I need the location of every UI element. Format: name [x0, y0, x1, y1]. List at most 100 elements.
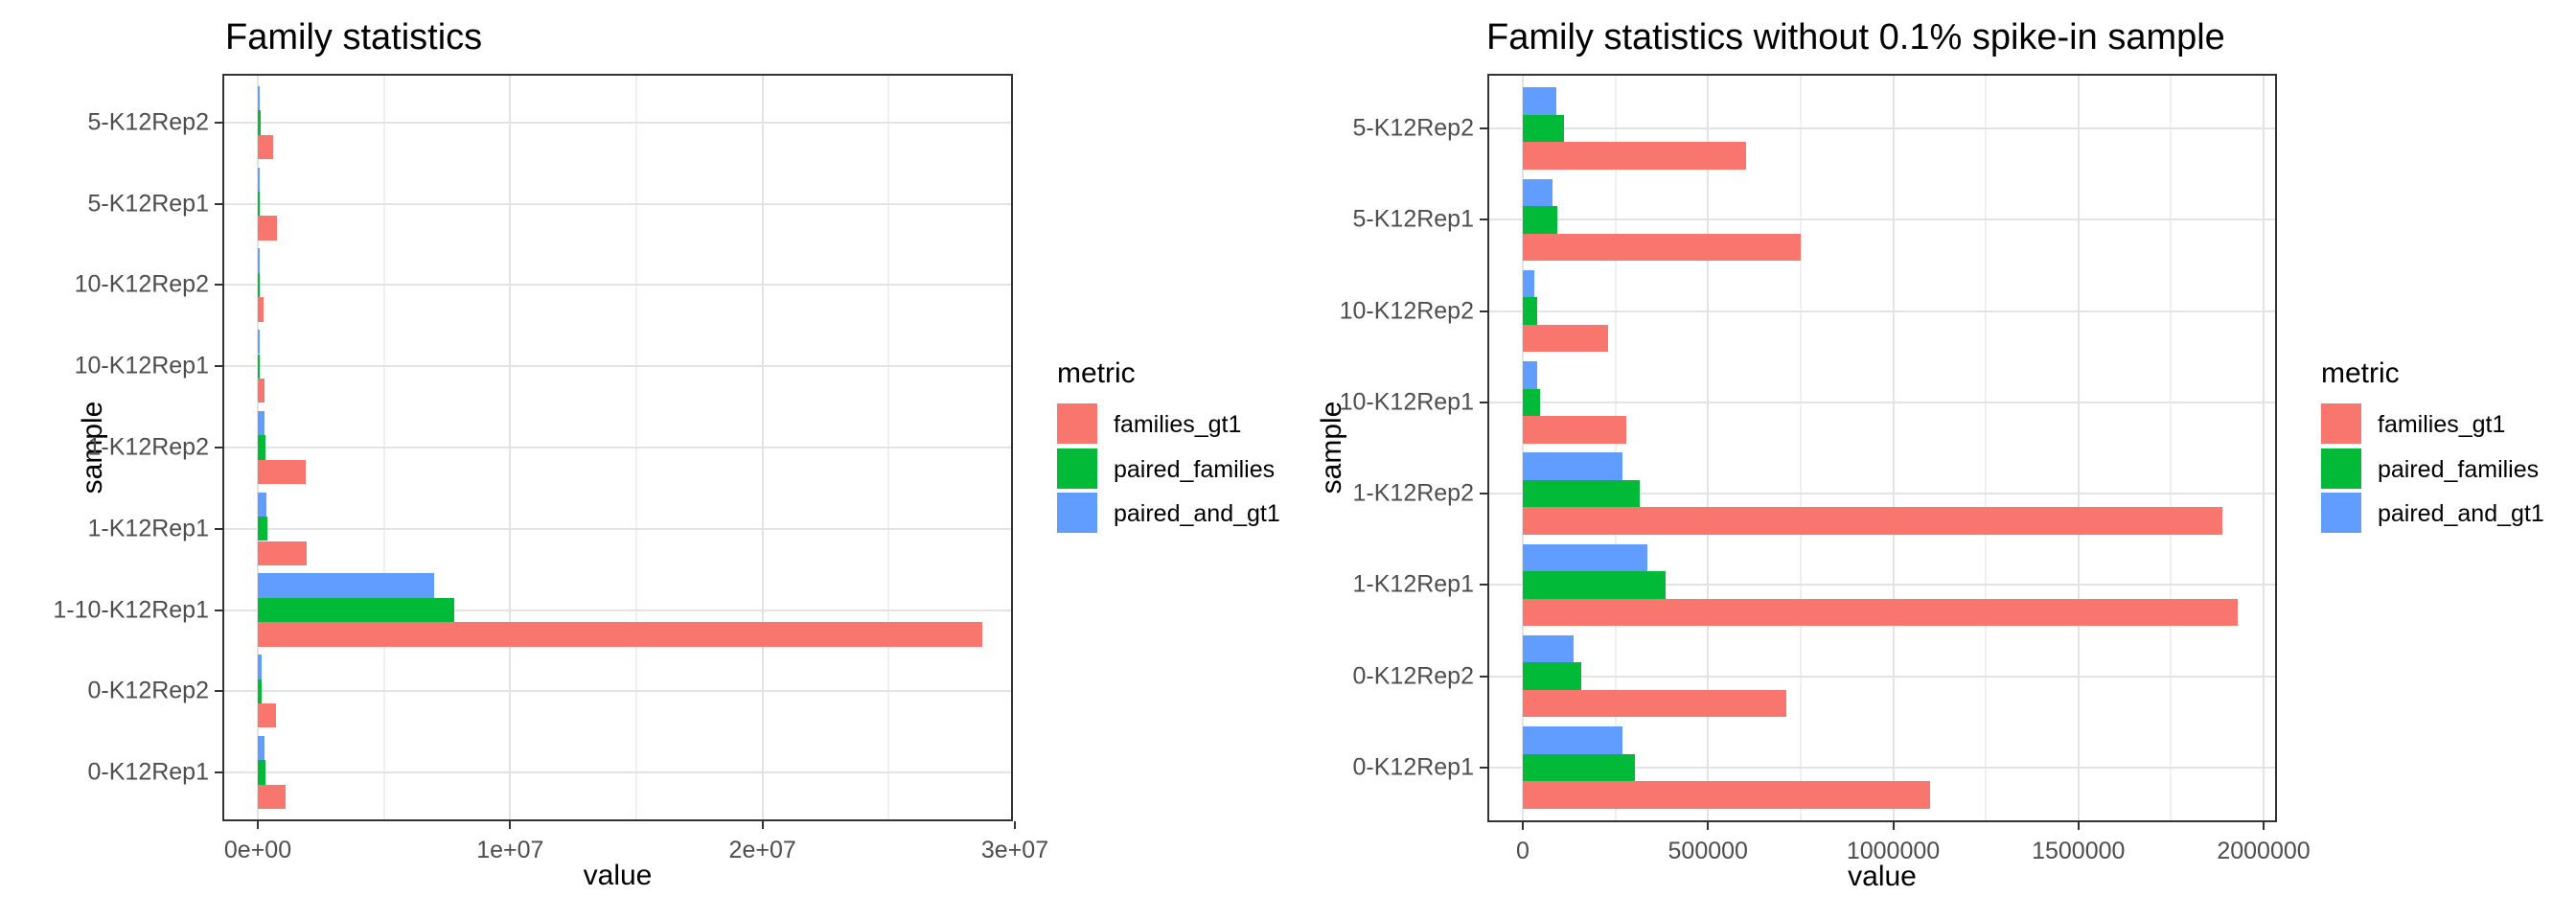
- y-tick-label: 10-K12Rep2: [1339, 297, 1474, 325]
- y-tick-mark: [1480, 675, 1487, 678]
- legend-swatch-paired_families: [1057, 448, 1097, 489]
- x-tick-mark: [509, 821, 512, 829]
- gridline-y: [1487, 766, 2277, 769]
- y-tick-label: 10-K12Rep2: [74, 270, 209, 298]
- bar-families_gt1: [258, 703, 276, 728]
- x-tick-label: 2000000: [2217, 838, 2311, 864]
- bar-paired_and_gt1: [1523, 725, 1623, 754]
- gridline-y: [1487, 584, 2277, 586]
- x-tick-mark: [1522, 822, 1524, 830]
- y-tick-label: 10-K12Rep1: [1339, 388, 1474, 416]
- bar-paired_families: [258, 597, 455, 623]
- bar-families_gt1: [258, 297, 264, 322]
- y-tick-label: 5-K12Rep2: [1352, 114, 1474, 142]
- gridline-y: [222, 609, 1013, 611]
- y-tick-mark: [215, 527, 222, 530]
- bar-paired_and_gt1: [258, 248, 260, 273]
- y-tick-mark: [215, 365, 222, 368]
- bar-families_gt1: [258, 378, 265, 403]
- bar-paired_families: [1523, 662, 1581, 690]
- x-tick-label: 0e+00: [223, 837, 292, 863]
- legend-label: paired_families: [2378, 455, 2540, 483]
- x-tick-mark: [1707, 822, 1710, 830]
- bar-paired_families: [258, 272, 260, 298]
- bar-families_gt1: [258, 459, 306, 485]
- x-tick-mark: [1014, 821, 1016, 829]
- bar-families_gt1: [1523, 233, 1801, 262]
- bar-families_gt1: [258, 134, 273, 159]
- bar-paired_families: [1523, 753, 1636, 782]
- y-tick-mark: [1480, 401, 1487, 403]
- bar-paired_families: [258, 760, 265, 785]
- y-tick-label: 0-K12Rep2: [1352, 662, 1474, 690]
- gridline-y: [222, 771, 1013, 774]
- bar-paired_families: [1523, 206, 1557, 234]
- x-axis-title: value: [1848, 861, 1917, 892]
- bar-families_gt1: [258, 622, 982, 647]
- plot-panel: [1487, 74, 2277, 822]
- gridline-major: [2077, 74, 2080, 822]
- y-tick-label: 0-K12Rep2: [87, 677, 209, 704]
- legend-swatch-paired_families: [2321, 448, 2361, 489]
- gridline-y: [1487, 218, 2277, 221]
- legend-label: families_gt1: [2378, 411, 2506, 438]
- legend-label: paired_and_gt1: [1114, 500, 1280, 527]
- bar-paired_and_gt1: [258, 167, 261, 192]
- legend-label: paired_families: [1114, 455, 1276, 483]
- bar-paired_families: [258, 517, 268, 541]
- bar-paired_and_gt1: [258, 573, 435, 598]
- gridline-y: [222, 365, 1013, 368]
- bar-paired_families: [1523, 114, 1564, 143]
- y-tick-mark: [1480, 127, 1487, 130]
- bar-families_gt1: [258, 216, 277, 241]
- bar-paired_families: [1523, 388, 1541, 417]
- y-tick-mark: [1480, 584, 1487, 586]
- bar-paired_families: [258, 110, 261, 135]
- legend-title: metric: [2321, 357, 2400, 389]
- gridline-y: [222, 527, 1013, 530]
- bar-paired_and_gt1: [258, 655, 262, 679]
- y-tick-label: 5-K12Rep1: [1352, 205, 1474, 233]
- legend-label: families_gt1: [1114, 411, 1242, 438]
- gridline-y: [222, 690, 1013, 693]
- bar-paired_families: [258, 678, 263, 704]
- bar-paired_and_gt1: [258, 410, 265, 436]
- y-tick-label: 10-K12Rep1: [74, 352, 209, 380]
- x-tick-label: 3e+07: [980, 837, 1049, 863]
- y-tick-mark: [1480, 218, 1487, 221]
- y-tick-mark: [1480, 310, 1487, 312]
- legend-label: paired_and_gt1: [2378, 500, 2544, 527]
- x-tick-mark: [761, 821, 764, 829]
- gridline-y: [1487, 401, 2277, 403]
- y-tick-label: 1-K12Rep1: [1352, 570, 1474, 598]
- bar-families_gt1: [1523, 781, 1931, 809]
- bar-paired_families: [258, 354, 260, 379]
- gridline-y: [222, 447, 1013, 448]
- bar-paired_and_gt1: [258, 492, 266, 518]
- x-tick-label: 500000: [1668, 838, 1748, 864]
- gridline-major: [1892, 74, 1895, 822]
- bar-paired_and_gt1: [1523, 87, 1556, 115]
- y-tick-label: 0-K12Rep1: [1352, 753, 1474, 781]
- bar-families_gt1: [1523, 416, 1627, 444]
- x-tick-mark: [2263, 822, 2265, 830]
- gridline-y: [1487, 310, 2277, 312]
- gridline-minor: [1985, 74, 1988, 822]
- y-tick-mark: [215, 202, 222, 205]
- bar-families_gt1: [1523, 598, 2238, 627]
- y-tick-mark: [215, 121, 222, 124]
- legend-swatch-paired_and_gt1: [2321, 493, 2361, 533]
- legend-swatch-families_gt1: [2321, 403, 2361, 444]
- y-tick-mark: [215, 771, 222, 774]
- x-axis-title: value: [583, 860, 653, 891]
- y-tick-mark: [215, 447, 222, 448]
- bar-paired_families: [258, 435, 266, 460]
- bar-paired_and_gt1: [258, 330, 260, 355]
- gridline-y: [222, 121, 1013, 124]
- y-tick-label: 5-K12Rep2: [87, 108, 209, 136]
- y-tick-mark: [1480, 493, 1487, 495]
- x-tick-label: 2e+07: [728, 837, 796, 863]
